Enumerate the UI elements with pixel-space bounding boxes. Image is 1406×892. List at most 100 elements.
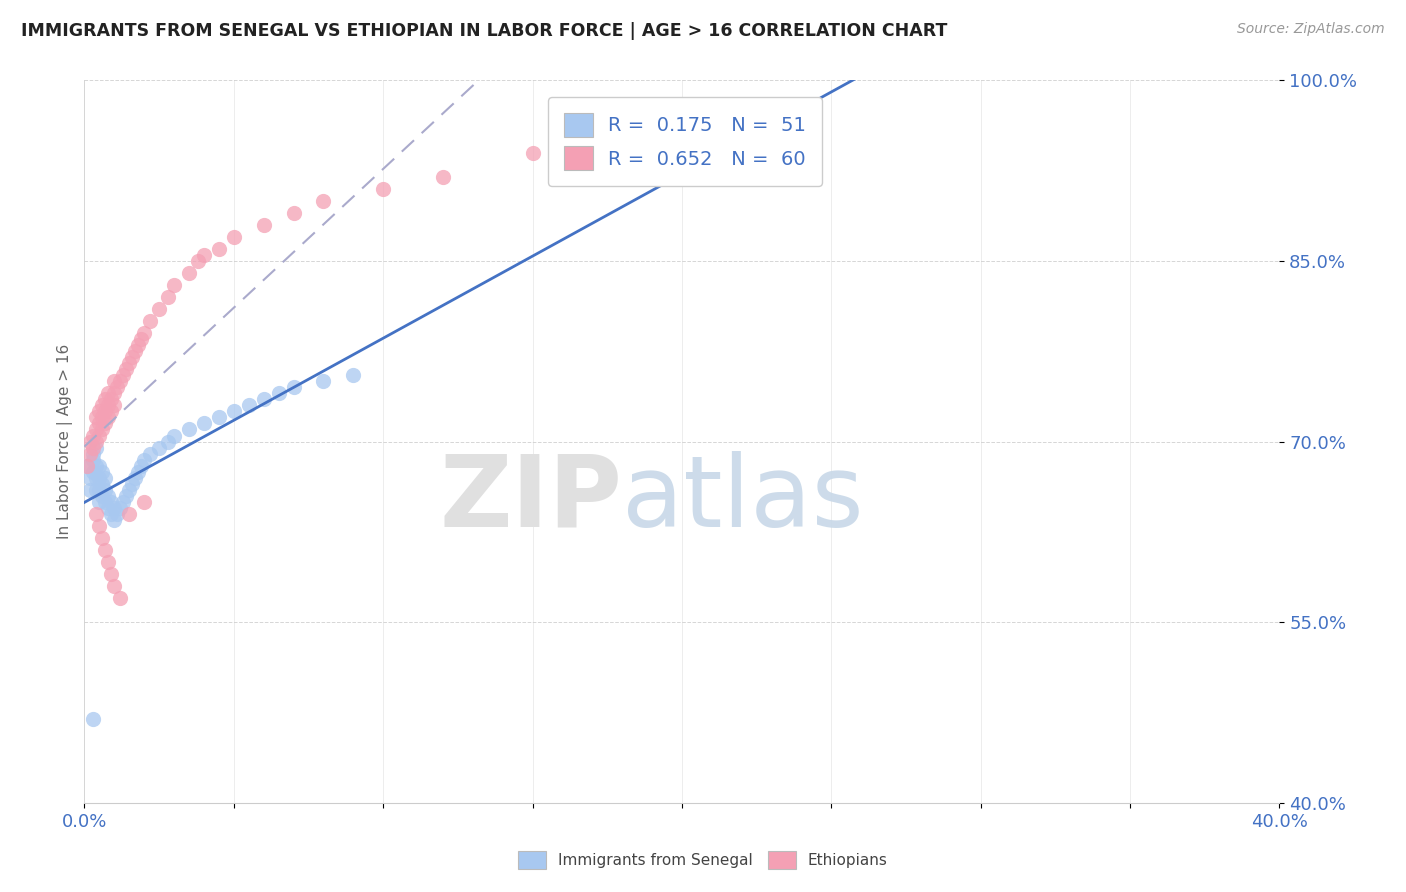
Point [89, 417, 111, 431]
Point [132, 326, 156, 340]
Point [100, 567, 122, 582]
Point [94, 483, 117, 497]
Point [148, 441, 170, 455]
Point [208, 242, 231, 256]
Point [86, 470, 108, 484]
Point [253, 218, 276, 232]
Point [177, 266, 200, 280]
Legend: Immigrants from Senegal, Ethiopians: Immigrants from Senegal, Ethiopians [512, 845, 894, 875]
Point [187, 253, 209, 268]
Point [222, 404, 245, 418]
Point [97, 489, 120, 503]
Point [94, 392, 117, 407]
Point [121, 350, 143, 364]
Point [127, 338, 149, 352]
Point [103, 374, 125, 388]
Point [163, 428, 186, 442]
Point [112, 494, 135, 508]
Point [283, 205, 305, 219]
Point [112, 368, 135, 383]
Point [193, 417, 215, 431]
Point [79, 483, 101, 497]
Point [121, 476, 143, 491]
Point [97, 386, 120, 401]
Point [82, 465, 104, 479]
Text: ZIP: ZIP [439, 450, 623, 548]
Point [79, 470, 101, 484]
Point [89, 494, 111, 508]
Point [103, 500, 125, 515]
Point [91, 465, 114, 479]
Point [373, 181, 395, 195]
Point [91, 422, 114, 436]
Point [82, 428, 104, 442]
Point [312, 194, 335, 208]
Point [97, 500, 120, 515]
Point [86, 441, 108, 455]
Point [89, 518, 111, 533]
Point [283, 380, 305, 394]
Point [132, 452, 156, 467]
Point [139, 314, 162, 328]
Point [157, 290, 180, 304]
Point [100, 392, 122, 407]
Point [432, 169, 454, 184]
Point [193, 248, 215, 262]
Point [115, 362, 138, 376]
Point [267, 386, 290, 401]
Point [118, 483, 141, 497]
Point [103, 579, 125, 593]
Point [103, 386, 125, 401]
Point [82, 712, 104, 726]
Point [118, 507, 141, 521]
Point [91, 398, 114, 412]
Point [157, 434, 180, 449]
Point [238, 398, 260, 412]
Point [124, 470, 146, 484]
Point [89, 483, 111, 497]
Point [94, 417, 117, 431]
Point [105, 507, 128, 521]
Point [89, 470, 111, 484]
Point [94, 542, 117, 557]
Point [118, 356, 141, 370]
Point [86, 434, 108, 449]
Point [82, 441, 104, 455]
Text: atlas: atlas [623, 450, 863, 548]
Point [86, 483, 108, 497]
Point [94, 404, 117, 418]
Point [129, 332, 152, 346]
Point [110, 591, 132, 606]
Text: Source: ZipAtlas.com: Source: ZipAtlas.com [1237, 22, 1385, 37]
Y-axis label: In Labor Force | Age > 16: In Labor Force | Age > 16 [58, 344, 73, 539]
Point [100, 507, 122, 521]
Point [177, 422, 200, 436]
Point [100, 404, 122, 418]
Point [79, 446, 101, 460]
Point [76, 458, 98, 473]
Point [105, 380, 128, 394]
Point [312, 374, 335, 388]
Point [127, 465, 149, 479]
Point [222, 229, 245, 244]
Point [132, 494, 156, 508]
Point [91, 489, 114, 503]
Point [110, 500, 132, 515]
Point [91, 476, 114, 491]
Point [208, 410, 231, 425]
Point [91, 410, 114, 425]
Point [94, 494, 117, 508]
Point [163, 277, 186, 292]
Point [110, 374, 132, 388]
Point [103, 398, 125, 412]
Point [86, 458, 108, 473]
Point [82, 446, 104, 460]
Point [86, 410, 108, 425]
Point [148, 301, 170, 316]
Point [94, 470, 117, 484]
Point [124, 344, 146, 359]
Legend: R =  0.175   N =  51, R =  0.652   N =  60: R = 0.175 N = 51, R = 0.652 N = 60 [548, 97, 823, 186]
Point [139, 446, 162, 460]
Point [522, 145, 544, 160]
Point [129, 458, 152, 473]
